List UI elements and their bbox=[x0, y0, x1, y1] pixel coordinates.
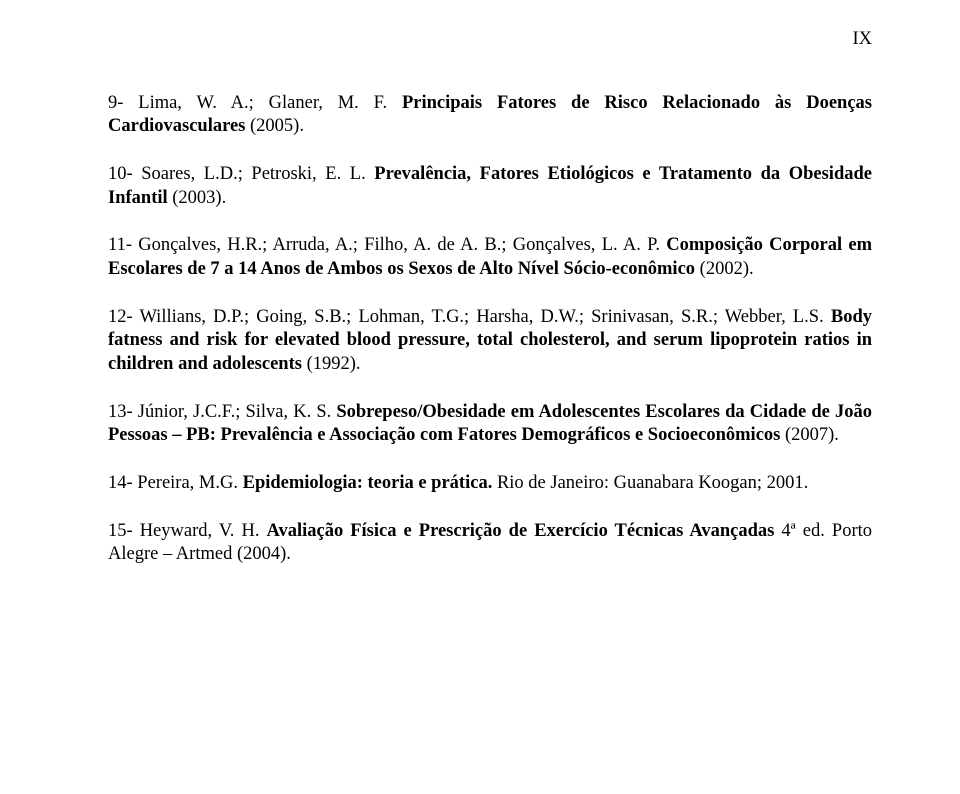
reference-entry: 11- Gonçalves, H.R.; Arruda, A.; Filho, … bbox=[108, 234, 872, 281]
reference-text: 10- Soares, L.D.; Petroski, E. L. bbox=[108, 164, 374, 184]
reference-text: 12- Willians, D.P.; Going, S.B.; Lohman,… bbox=[108, 307, 831, 327]
reference-text: 11- Gonçalves, H.R.; Arruda, A.; Filho, … bbox=[108, 235, 666, 255]
reference-text: (2003). bbox=[168, 188, 227, 208]
reference-text: (2002). bbox=[695, 259, 754, 279]
reference-text: 13- Júnior, J.C.F.; Silva, K. S. bbox=[108, 402, 336, 422]
reference-list: 9- Lima, W. A.; Glaner, M. F. Principais… bbox=[108, 92, 872, 567]
reference-entry: 10- Soares, L.D.; Petroski, E. L. Preval… bbox=[108, 163, 872, 210]
reference-entry: 15- Heyward, V. H. Avaliação Física e Pr… bbox=[108, 520, 872, 567]
reference-text: 15- Heyward, V. H. bbox=[108, 521, 266, 541]
reference-entry: 14- Pereira, M.G. Epidemiologia: teoria … bbox=[108, 472, 872, 496]
reference-entry: 13- Júnior, J.C.F.; Silva, K. S. Sobrepe… bbox=[108, 401, 872, 448]
reference-text: (1992). bbox=[302, 354, 361, 374]
page-number: IX bbox=[108, 28, 872, 52]
reference-entry: 12- Willians, D.P.; Going, S.B.; Lohman,… bbox=[108, 306, 872, 377]
reference-text: (2005). bbox=[245, 116, 304, 136]
document-page: IX 9- Lima, W. A.; Glaner, M. F. Princip… bbox=[0, 0, 960, 631]
reference-text: Rio de Janeiro: Guanabara Koogan; 2001. bbox=[492, 473, 808, 493]
reference-entry: 9- Lima, W. A.; Glaner, M. F. Principais… bbox=[108, 92, 872, 139]
reference-text: 9- Lima, W. A.; Glaner, M. F. bbox=[108, 93, 402, 113]
reference-title: Avaliação Física e Prescrição de Exercíc… bbox=[266, 521, 774, 541]
reference-title: Epidemiologia: teoria e prática. bbox=[243, 473, 493, 493]
reference-text: 14- Pereira, M.G. bbox=[108, 473, 243, 493]
reference-text: (2007). bbox=[780, 425, 839, 445]
